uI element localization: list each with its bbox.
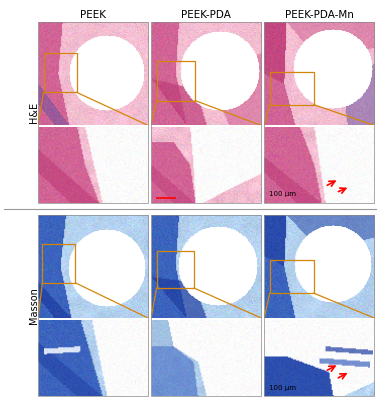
Bar bbox=[43, 244, 75, 283]
Bar bbox=[270, 260, 314, 293]
Text: 100 μm: 100 μm bbox=[269, 385, 296, 391]
Text: PEEK-PDA-Mn: PEEK-PDA-Mn bbox=[285, 10, 354, 20]
Bar bbox=[157, 61, 195, 100]
Text: H&E: H&E bbox=[29, 102, 39, 123]
Bar bbox=[270, 72, 314, 105]
Bar bbox=[157, 251, 194, 288]
Text: 100 μm: 100 μm bbox=[269, 191, 296, 197]
Text: PEEK: PEEK bbox=[80, 10, 106, 20]
Text: Masson: Masson bbox=[29, 287, 39, 324]
Bar bbox=[43, 53, 76, 92]
Text: PEEK-PDA: PEEK-PDA bbox=[181, 10, 231, 20]
